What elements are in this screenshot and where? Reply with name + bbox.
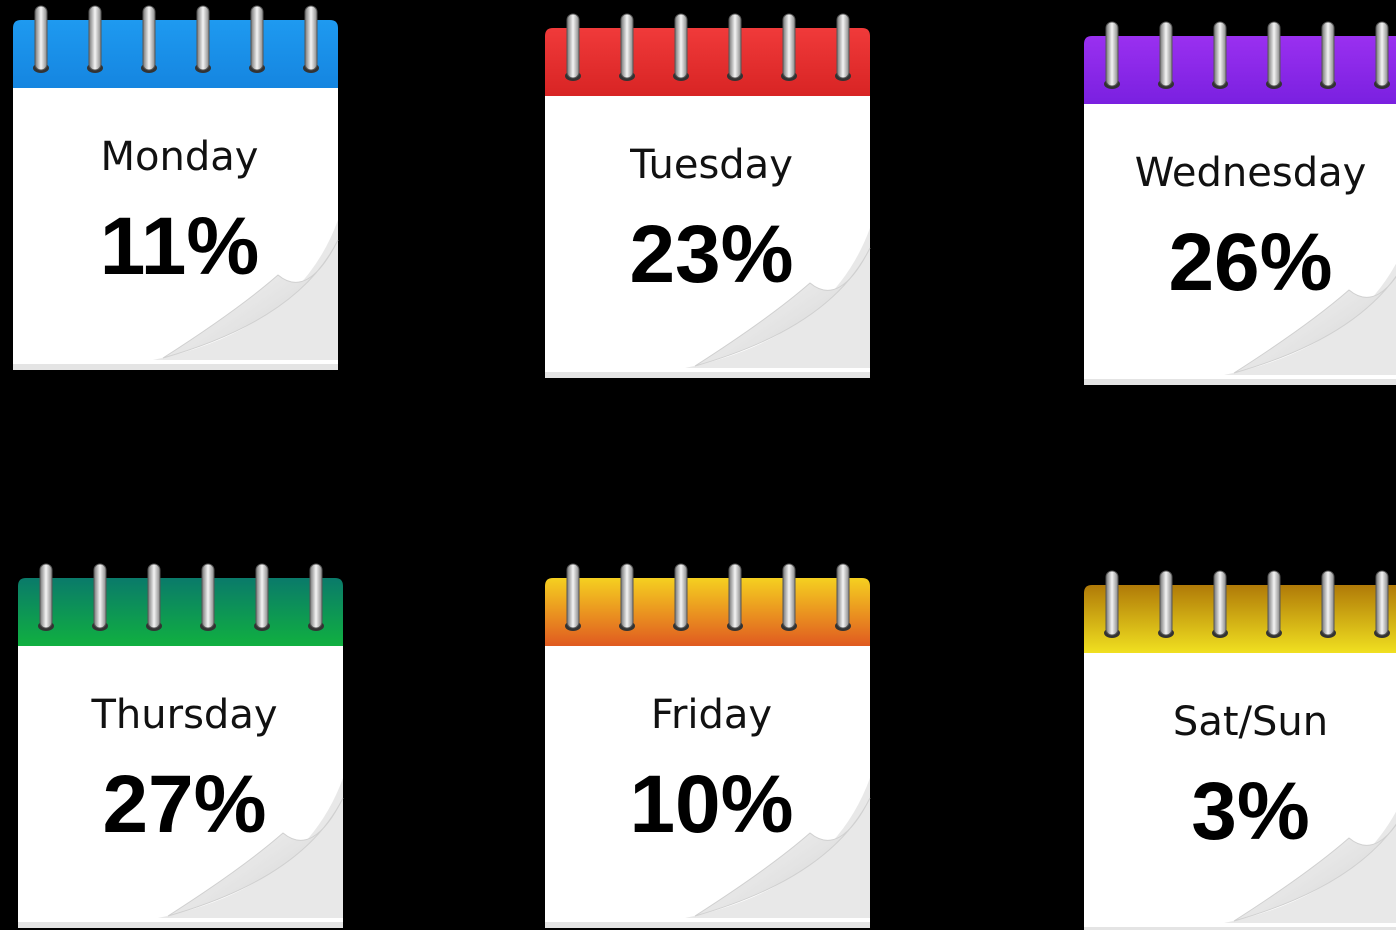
ring	[147, 563, 161, 629]
day-label: Friday	[651, 692, 772, 738]
ring	[1321, 570, 1335, 636]
day-label: Wednesday	[1135, 150, 1367, 196]
ring	[142, 5, 156, 71]
percent-label: 23%	[629, 209, 793, 300]
ring	[728, 563, 742, 629]
calendar: Sat/Sun 3%	[1084, 570, 1396, 930]
binding	[545, 578, 870, 646]
page-curl	[694, 797, 871, 917]
day-label: Sat/Sun	[1173, 699, 1328, 745]
day-label: Monday	[101, 134, 259, 180]
ring	[250, 5, 264, 71]
ring	[88, 5, 102, 71]
page-edge	[1084, 927, 1396, 930]
calendar: Monday 11%	[13, 5, 339, 370]
ring	[1267, 570, 1281, 636]
ring	[304, 5, 318, 71]
page-curl	[162, 239, 339, 359]
ring	[93, 563, 107, 629]
page-edge	[1084, 379, 1396, 385]
page-edge	[545, 372, 870, 378]
ring	[255, 563, 269, 629]
page-curl-shadow	[1224, 811, 1396, 923]
percent-label: 3%	[1191, 766, 1310, 857]
ring	[782, 13, 796, 79]
ring	[201, 563, 215, 629]
page-curl-shadow	[685, 778, 870, 918]
ring	[1213, 21, 1227, 87]
calendar: Wednesday 26%	[1084, 21, 1396, 385]
ring	[674, 13, 688, 79]
page-curl	[167, 797, 344, 917]
ring	[566, 13, 580, 79]
ring	[1159, 21, 1173, 87]
ring	[1375, 570, 1389, 636]
day-label: Thursday	[91, 692, 278, 738]
calendar: Thursday 27%	[18, 563, 344, 928]
ring	[309, 563, 323, 629]
page-edge	[18, 922, 343, 928]
ring	[1159, 570, 1173, 636]
binding	[1084, 585, 1396, 653]
percent-label: 11%	[100, 201, 260, 292]
binding	[18, 578, 343, 646]
ring	[782, 563, 796, 629]
ring	[39, 563, 53, 629]
page-curl-shadow	[153, 220, 338, 360]
page-edge	[545, 922, 870, 928]
percent-label: 26%	[1168, 217, 1332, 308]
page-curl	[1233, 275, 1396, 374]
page-curl-shadow	[685, 228, 870, 368]
binding	[1084, 36, 1396, 104]
ring	[196, 5, 210, 71]
ring	[674, 563, 688, 629]
ring	[566, 563, 580, 629]
page-curl-shadow	[1224, 263, 1396, 375]
ring	[1105, 570, 1119, 636]
page-edge	[13, 364, 338, 370]
page-curl-shadow	[158, 778, 343, 918]
ring	[34, 5, 48, 71]
page-curl	[694, 247, 871, 367]
ring	[728, 13, 742, 79]
ring	[836, 13, 850, 79]
day-label: Tuesday	[629, 142, 793, 188]
binding	[545, 28, 870, 96]
ring	[1213, 570, 1227, 636]
ring	[1105, 21, 1119, 87]
ring	[620, 13, 634, 79]
calendar: Tuesday 23%	[545, 13, 871, 378]
percent-label: 27%	[102, 759, 266, 850]
binding	[13, 20, 338, 88]
ring	[1375, 21, 1389, 87]
page-curl	[1233, 823, 1396, 922]
ring	[836, 563, 850, 629]
ring	[1267, 21, 1281, 87]
percent-label: 10%	[629, 759, 793, 850]
ring	[620, 563, 634, 629]
calendar: Friday 10%	[545, 563, 871, 928]
ring	[1321, 21, 1335, 87]
